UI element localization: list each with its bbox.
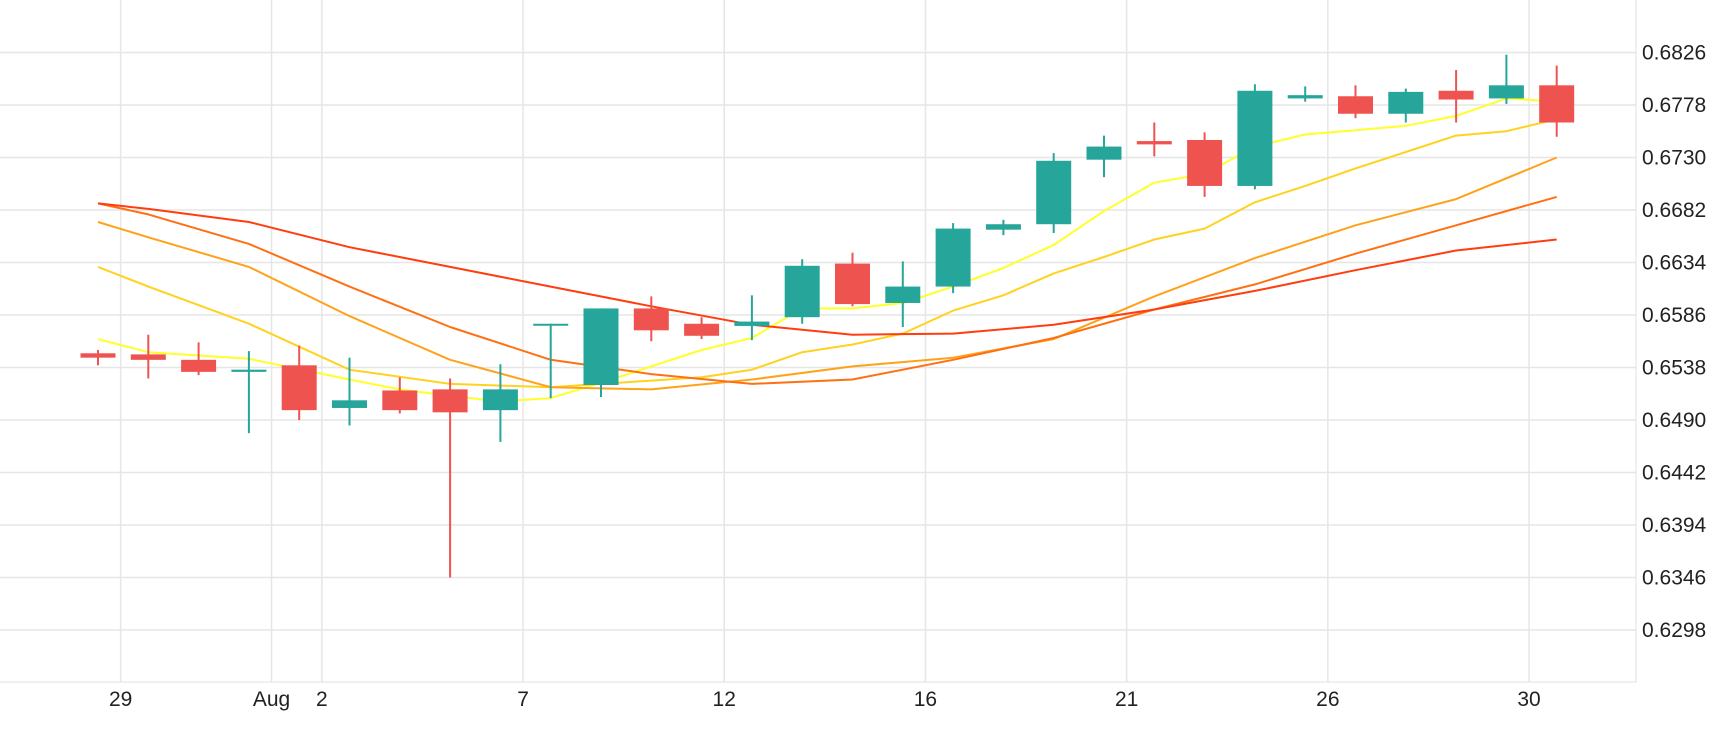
candle-body bbox=[734, 321, 770, 326]
vertical-grid bbox=[119, 0, 1530, 682]
bullish-candle bbox=[784, 259, 820, 324]
y-tick-label: 0.6346 bbox=[1642, 567, 1706, 590]
candle-body bbox=[684, 323, 720, 336]
bearish-candle bbox=[130, 334, 166, 379]
x-tick-label: 7 bbox=[517, 688, 529, 711]
bearish-candle bbox=[633, 296, 669, 342]
y-tick-label: 0.6778 bbox=[1642, 94, 1706, 117]
candle-body bbox=[1438, 90, 1474, 100]
bullish-candle bbox=[734, 295, 770, 341]
x-tick-label: 2 bbox=[316, 688, 328, 711]
candle-body bbox=[1086, 146, 1122, 160]
x-tick-label: 21 bbox=[1115, 688, 1138, 711]
bearish-candle bbox=[281, 345, 317, 420]
bullish-candle bbox=[985, 219, 1021, 236]
x-tick-label: 12 bbox=[713, 688, 736, 711]
x-tick-label: 26 bbox=[1316, 688, 1339, 711]
candle-body bbox=[1036, 160, 1072, 225]
y-tick-label: 0.6634 bbox=[1642, 252, 1707, 275]
bearish-candle bbox=[181, 342, 217, 376]
x-tick-label: 29 bbox=[109, 688, 132, 711]
bearish-candle bbox=[1187, 132, 1223, 197]
bullish-candle bbox=[583, 308, 619, 398]
bullish-candle bbox=[231, 351, 267, 434]
y-tick-label: 0.6298 bbox=[1642, 619, 1706, 642]
candle-body bbox=[1539, 85, 1575, 123]
bearish-candle bbox=[1539, 65, 1575, 137]
y-tick-label: 0.6538 bbox=[1642, 357, 1706, 380]
bearish-candle bbox=[835, 252, 870, 307]
candle-body bbox=[1237, 90, 1273, 186]
bullish-candle bbox=[885, 261, 921, 328]
candle-body bbox=[784, 265, 820, 318]
candle-body bbox=[281, 365, 317, 411]
bearish-candle bbox=[684, 317, 720, 340]
candle-body bbox=[1187, 140, 1223, 186]
x-tick-label: 16 bbox=[914, 688, 937, 711]
y-tick-label: 0.6730 bbox=[1642, 147, 1706, 170]
bullish-candle bbox=[1086, 135, 1122, 178]
moving-average-line bbox=[97, 118, 1557, 389]
bullish-candle bbox=[332, 357, 367, 426]
candle-body bbox=[482, 389, 518, 411]
moving-average-line bbox=[97, 202, 1557, 336]
y-tick-label: 0.6586 bbox=[1642, 304, 1706, 327]
moving-average-line bbox=[97, 156, 1558, 391]
bullish-candle bbox=[1488, 54, 1524, 104]
y-tick-label: 0.6394 bbox=[1642, 514, 1707, 537]
y-tick-label: 0.6442 bbox=[1642, 462, 1706, 485]
candle-body bbox=[835, 263, 870, 305]
bearish-candle bbox=[80, 350, 116, 366]
candle-body bbox=[985, 224, 1021, 230]
candle-body bbox=[1287, 95, 1323, 99]
bullish-candle bbox=[1287, 86, 1323, 102]
candle-body bbox=[1136, 141, 1172, 145]
x-axis-labels: 29 Aug 2 7 12 16 21 26 30 bbox=[109, 688, 1541, 711]
candle-body bbox=[80, 353, 116, 358]
bullish-candle bbox=[935, 223, 971, 294]
candle-body bbox=[633, 308, 669, 331]
candle-body bbox=[533, 323, 569, 326]
y-tick-label: 0.6826 bbox=[1642, 42, 1706, 65]
candles bbox=[80, 54, 1575, 578]
y-tick-label: 0.6490 bbox=[1642, 409, 1706, 432]
candle-body bbox=[1338, 96, 1373, 114]
y-tick-label: 0.6682 bbox=[1642, 199, 1706, 222]
bearish-candle bbox=[432, 378, 468, 578]
bullish-candle bbox=[533, 323, 569, 399]
candle-body bbox=[181, 359, 217, 372]
candle-body bbox=[382, 390, 418, 411]
candle-body bbox=[1488, 85, 1524, 99]
candle-body bbox=[885, 286, 921, 303]
x-tick-label: Aug bbox=[253, 688, 290, 711]
bullish-candle bbox=[1036, 153, 1072, 233]
bearish-candle bbox=[1338, 85, 1373, 119]
x-tick-label: 30 bbox=[1517, 688, 1540, 711]
candle-body bbox=[935, 228, 971, 287]
bearish-candle bbox=[1438, 70, 1474, 123]
candle-body bbox=[332, 400, 367, 408]
candle-body bbox=[583, 308, 619, 385]
candle-body bbox=[231, 369, 267, 372]
candle-body bbox=[1388, 91, 1424, 114]
bullish-candle bbox=[482, 364, 518, 442]
y-axis-labels: 0.6826 0.6778 0.6730 0.6682 0.6634 0.6586 0.65… bbox=[1642, 42, 1707, 643]
candle-body bbox=[432, 389, 468, 413]
candle-body bbox=[130, 354, 166, 360]
bearish-candle bbox=[382, 377, 418, 414]
moving-average-line bbox=[97, 195, 1557, 385]
bullish-candle bbox=[1388, 88, 1424, 123]
bullish-candle bbox=[1237, 84, 1273, 190]
bearish-candle bbox=[1136, 122, 1172, 157]
